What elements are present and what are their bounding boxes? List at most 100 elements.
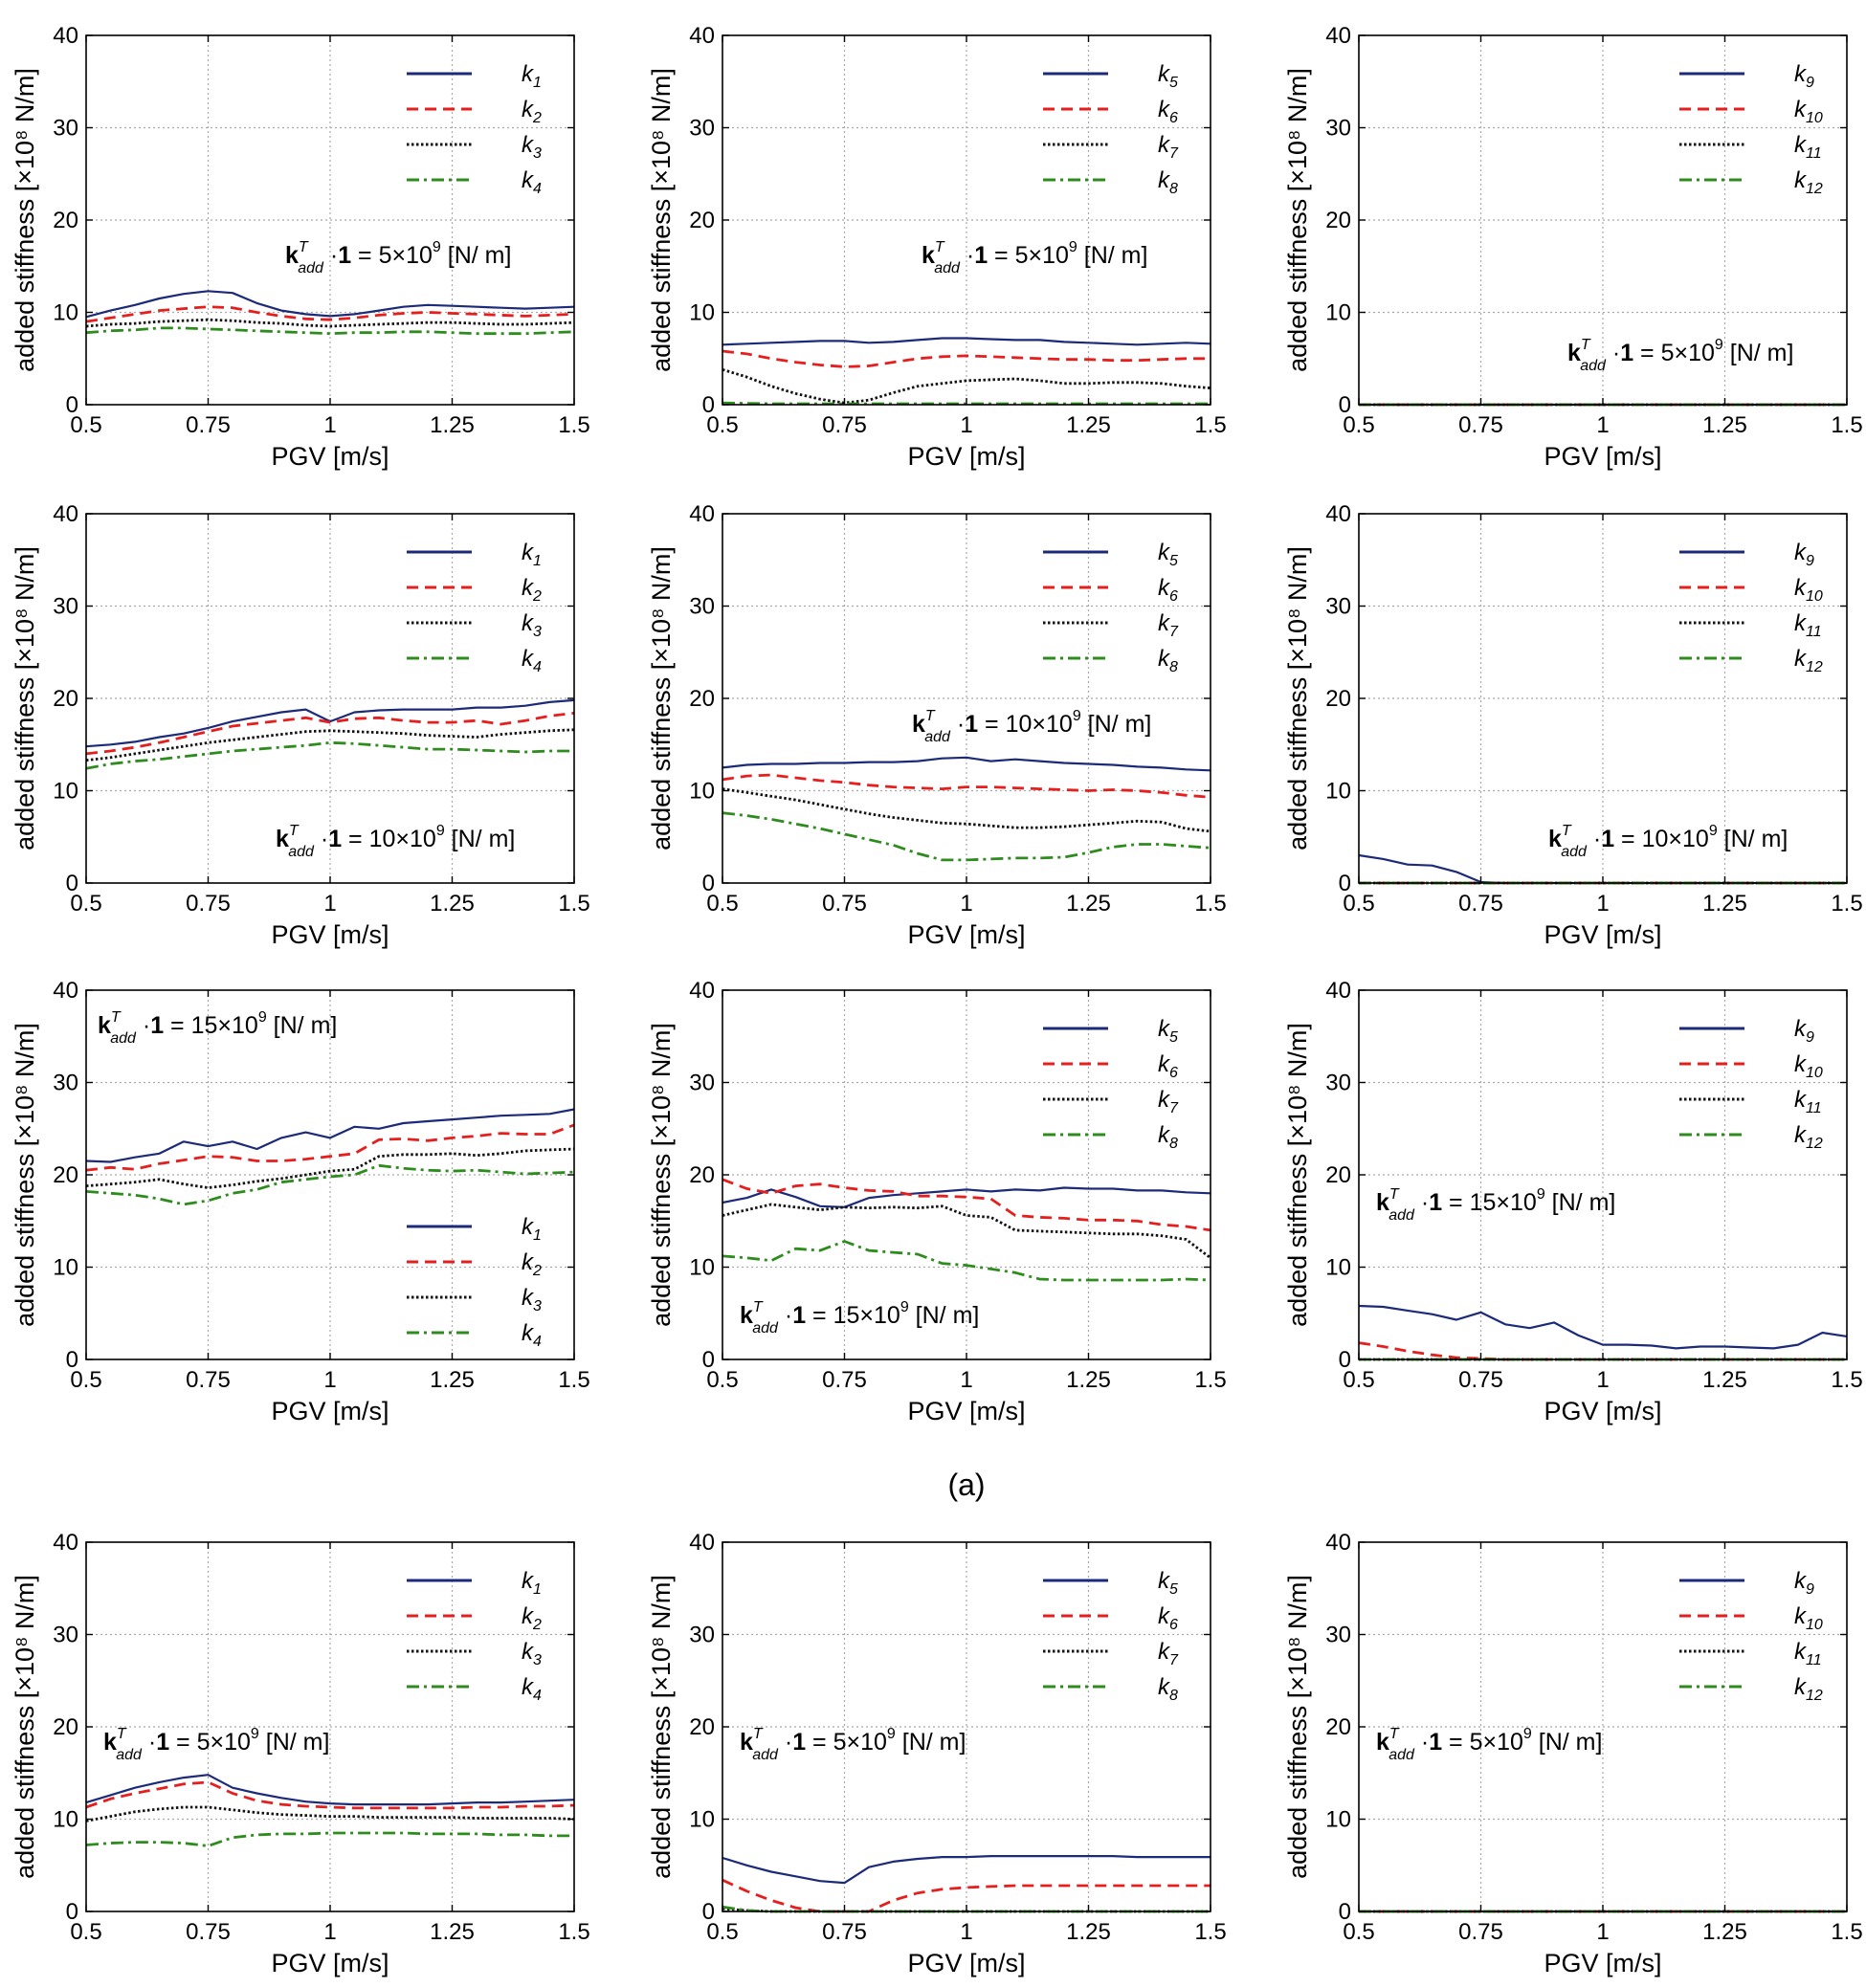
tick-label-x: 1 [323, 891, 336, 917]
tick-label-x: 0.75 [822, 412, 867, 438]
tick-label-y: 40 [689, 23, 715, 49]
tick-label-x: 1.25 [1702, 412, 1747, 438]
tick-label-y: 40 [689, 501, 715, 527]
legend-label-k12: k12 [1794, 1674, 1823, 1704]
tick-label-x: 1 [323, 1367, 336, 1393]
panel-b-row1-col2: 0.5 0.75 1 1.25 1.5 0 10 20 30 40 PGV [m/s] added s… [647, 1530, 1227, 1977]
legend-label-k9: k9 [1794, 1568, 1814, 1598]
series-line-k8 [722, 1240, 1211, 1282]
legend-label-k6: k6 [1158, 1051, 1178, 1081]
tick-label-x: 1.25 [430, 891, 475, 917]
tick-label-y: 40 [53, 23, 78, 49]
tick-label-x: 1 [1596, 1367, 1609, 1393]
y-axis-label: added stiffness [×10⁸ N/m] [647, 68, 676, 372]
legend-label-k8: k8 [1158, 646, 1178, 675]
tick-label-x: 1.5 [1831, 1367, 1862, 1393]
tick-label-y: 0 [66, 1899, 78, 1925]
x-axis-label: PGV [m/s] [271, 1397, 389, 1425]
x-axis-label: PGV [m/s] [907, 1949, 1025, 1977]
tick-label-x: 0.75 [822, 891, 867, 917]
panel-a-row2-col3: 0.5 0.75 1 1.25 1.5 0 10 20 30 40 PGV [m/s] added s… [1283, 501, 1863, 949]
legend-label-k1: k1 [522, 1214, 542, 1244]
tick-label-y: 30 [1325, 1623, 1351, 1648]
x-axis-label: PGV [m/s] [271, 920, 389, 949]
x-axis-label: PGV [m/s] [907, 1397, 1025, 1425]
x-axis-label: PGV [m/s] [1544, 920, 1661, 949]
series-line-k2 [85, 1780, 575, 1810]
y-axis-label: added stiffness [×10⁸ N/m] [647, 1575, 676, 1879]
tick-label-y: 20 [689, 1714, 715, 1740]
y-axis-label: added stiffness [×10⁸ N/m] [11, 1575, 39, 1879]
y-axis-label: added stiffness [×10⁸ N/m] [11, 1023, 39, 1327]
tick-label-y: 0 [1339, 871, 1351, 896]
tick-label-y: 40 [689, 1530, 715, 1556]
tick-label-y: 30 [53, 1071, 78, 1096]
legend-label-k10: k10 [1794, 575, 1823, 605]
tick-label-y: 0 [702, 871, 715, 896]
series-line-k7 [722, 1203, 1211, 1259]
tick-label-y: 10 [1325, 1255, 1351, 1281]
tick-label-y: 0 [66, 871, 78, 896]
series-line-k2 [85, 1123, 575, 1172]
legend-label-k7: k7 [1158, 610, 1179, 640]
tick-label-x: 1.25 [430, 412, 475, 438]
series-line-k3 [85, 1147, 575, 1189]
tick-label-x: 1.5 [1194, 891, 1226, 917]
series-line-k2 [85, 712, 575, 756]
legend-label-k9: k9 [1794, 1016, 1814, 1046]
tick-label-x: 0.5 [70, 1367, 101, 1393]
tick-label-y: 10 [1325, 779, 1351, 805]
tick-label-y: 20 [53, 686, 78, 712]
legend-label-k2: k2 [522, 1249, 542, 1279]
tick-label-x: 1.5 [1831, 891, 1862, 917]
tick-label-y: 30 [53, 1623, 78, 1648]
tick-label-x: 0.75 [822, 1367, 867, 1393]
constraint-annotation: kT add ·1 = 5×109 [N/ m] [103, 1726, 329, 1763]
tick-label-y: 30 [689, 1623, 715, 1648]
tick-label-y: 40 [689, 978, 715, 1004]
tick-label-x: 0.75 [1458, 1367, 1503, 1393]
legend-label-k3: k3 [522, 1285, 542, 1314]
legend-label-k2: k2 [522, 575, 542, 605]
tick-label-x: 1.25 [1702, 1919, 1747, 1945]
legend-label-k5: k5 [1158, 1568, 1178, 1598]
panel-b-row1-col1: 0.5 0.75 1 1.25 1.5 0 10 20 30 40 PGV [m/s] added s… [11, 1530, 590, 1977]
tick-label-x: 0.75 [186, 1919, 231, 1945]
legend-label-k4: k4 [522, 167, 542, 197]
panel-a-row3-col3: 0.5 0.75 1 1.25 1.5 0 10 20 30 40 PGV [m/s] added s… [1283, 978, 1863, 1425]
panel-a-row3-col1: 0.5 0.75 1 1.25 1.5 0 10 20 30 40 PGV [m/s] added s… [11, 978, 590, 1425]
tick-label-y: 0 [702, 1899, 715, 1925]
tick-label-x: 1.25 [430, 1367, 475, 1393]
tick-label-x: 0.5 [70, 891, 101, 917]
tick-label-y: 10 [53, 300, 78, 326]
tick-label-y: 20 [689, 1162, 715, 1188]
tick-label-x: 1.25 [430, 1919, 475, 1945]
tick-label-y: 10 [689, 1255, 715, 1281]
tick-label-y: 40 [1325, 501, 1351, 527]
tick-label-x: 1.25 [1702, 891, 1747, 917]
series-line-k4 [85, 1163, 575, 1206]
tick-label-y: 10 [689, 779, 715, 805]
series-line-k8 [722, 811, 1211, 862]
y-axis-label: added stiffness [×10⁸ N/m] [647, 1023, 676, 1327]
series-line-k5 [722, 1186, 1211, 1208]
tick-label-y: 30 [53, 594, 78, 620]
tick-label-x: 1.25 [1066, 1919, 1111, 1945]
x-axis-label: PGV [m/s] [1544, 1397, 1661, 1425]
series-line-k2 [85, 305, 575, 323]
tick-label-x: 0.75 [1458, 1919, 1503, 1945]
tick-label-x: 0.5 [70, 1919, 101, 1945]
tick-label-y: 30 [689, 594, 715, 620]
tick-label-x: 1.5 [1831, 412, 1862, 438]
series-line-k6 [722, 773, 1211, 799]
tick-label-y: 30 [1325, 116, 1351, 142]
legend-label-k10: k10 [1794, 1051, 1823, 1081]
legend-label-k4: k4 [522, 1320, 542, 1350]
legend-label-k3: k3 [522, 610, 542, 640]
series-line-k8 [722, 401, 1211, 406]
legend-label-k5: k5 [1158, 61, 1178, 91]
tick-label-y: 20 [689, 208, 715, 233]
tick-label-y: 40 [1325, 978, 1351, 1004]
tick-label-x: 1.25 [1066, 891, 1111, 917]
